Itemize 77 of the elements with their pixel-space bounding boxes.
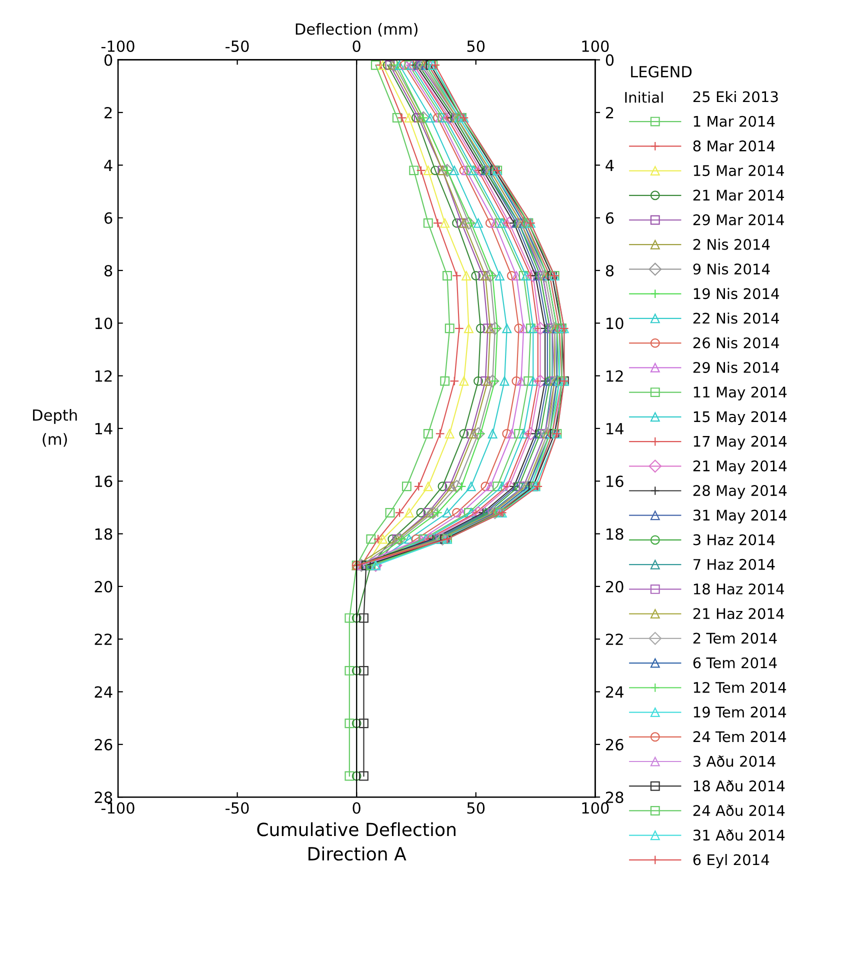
y-tick-label: 24 [94,686,112,698]
y2-tick-label: 22 [606,634,623,645]
legend-label: 19 Tem 2014 [694,706,786,718]
x-tick-label: 0 [352,802,360,814]
legend-label: 6 Tem 2014 [693,657,777,668]
legend-label: 26 Nis 2014 [693,337,780,348]
legend-label: 21 May 2014 [693,460,787,474]
legend-label: 7 Haz 2014 [694,558,775,570]
legend-label: 21 Mar 2014 [693,190,784,201]
y-tick-label: 18 [95,528,112,540]
y2-tick-label: 16 [606,476,624,488]
legend-label: 24 Aðu 2014 [693,804,785,816]
x-axis-title: Cumulative Deflection Direction A [257,822,456,861]
x-tick-label: -100 [101,802,134,814]
legend-label: 11 May 2014 [694,386,787,400]
x-tick-label: 50 [467,802,485,814]
y-tick-label: 4 [104,160,112,171]
text: 25 Eki 2013 [693,90,778,102]
legend-label: 6 Eyl 2014 [693,854,770,868]
legend-label: 2 Tem 2014 [693,632,777,644]
y-tick-label: 14 [95,423,112,434]
y-tick-label: 22 [94,634,112,645]
y2-tick-label: 26 [606,738,624,750]
y-tick-label: 28 [94,792,112,804]
y-tick-label: 10 [95,318,112,330]
y-tick-label: 6 [104,212,112,224]
legend-label: 21 Haz 2014 [693,608,784,620]
y-tick-label: 12 [95,370,112,382]
y2-tick-label: 28 [606,792,624,804]
y-tick-label: 16 [95,476,112,488]
legend-label: 15 Mar 2014 [694,165,784,176]
y-tick-label: 2 [104,106,112,118]
x2-axis-title: Deflection (mm) [296,23,418,37]
legend-label: 31 May 2014 [693,510,787,524]
text: Initial [625,92,663,103]
x2-tick-label: 0 [352,40,360,52]
y2-tick-label: 24 [606,686,624,698]
legend-label: 9 Nis 2014 [693,263,770,275]
y2-tick-label: 10 [606,318,624,330]
x2-tick-label: -50 [226,40,249,52]
y-tick-label: 8 [104,264,112,276]
y2-tick-label: 20 [606,580,624,592]
y2-tick-label: 12 [606,370,623,382]
legend-label: 24 Tem 2014 [693,731,786,742]
x2-tick-label: 100 [582,40,609,52]
legend-label: 3 Haz 2014 [693,534,775,546]
legend-label: 31 Aðu 2014 [693,829,785,841]
legend-label: 8 Mar 2014 [693,140,775,152]
y2-tick-label: 18 [606,528,624,540]
legend-label: 29 Nis 2014 [693,362,780,373]
x-tick-label: -50 [226,802,249,814]
y2-tick-label: 4 [606,160,614,171]
legend-label: 22 Nis 2014 [693,312,780,324]
y-axis-title: Depth (m) [33,409,77,447]
legend-label: 3 Aðu 2014 [693,756,776,767]
y2-tick-label: 2 [606,106,614,118]
legend-label: 29 Mar 2014 [693,214,784,226]
x-tick-label: 100 [582,802,609,814]
y2-tick-label: 8 [606,264,614,276]
y-tick-label: 26 [94,738,112,750]
y2-tick-label: 0 [606,54,614,66]
legend-label: 18 Haz 2014 [694,583,784,595]
legend-label: 19 Nis 2014 [694,288,780,300]
legend-label: 2 Nis 2014 [693,238,770,250]
x2-tick-label: 50 [467,40,485,52]
legend-label: 12 Tem 2014 [694,682,786,693]
x2-tick-label: -100 [101,40,134,52]
legend-label: 28 May 2014 [693,485,787,499]
legend-label: 17 May 2014 [694,436,787,450]
y-tick-label: 0 [104,54,112,66]
y2-tick-label: 14 [606,423,624,434]
y2-tick-label: 6 [606,212,614,224]
legend-title: LEGEND [631,66,692,78]
y-tick-label: 20 [94,580,112,592]
legend-label: 1 Mar 2014 [694,116,775,127]
legend-label: 15 May 2014 [694,411,787,426]
legend-label: 18 Aðu 2014 [694,780,785,792]
